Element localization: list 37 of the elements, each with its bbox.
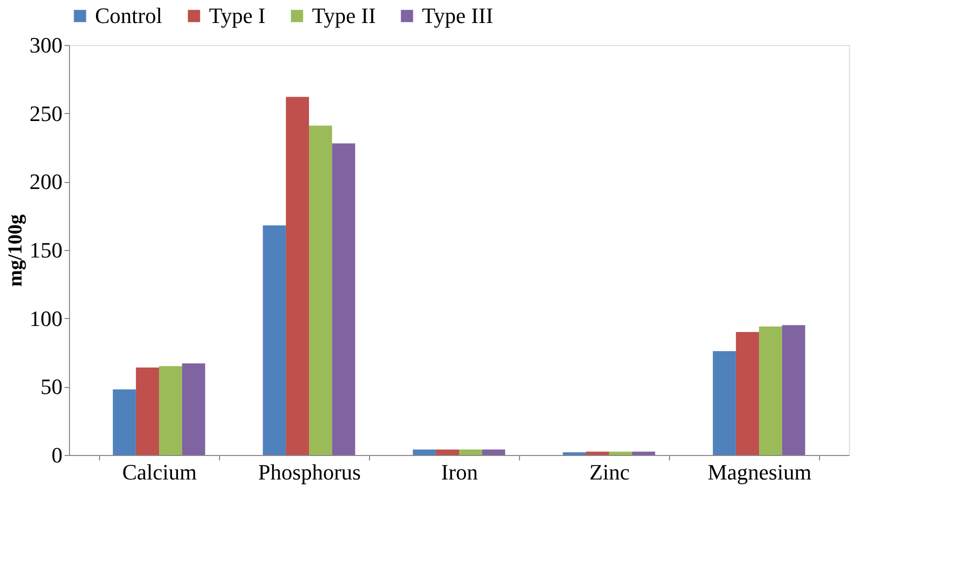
bar bbox=[159, 366, 182, 455]
bar bbox=[436, 450, 459, 455]
bar bbox=[262, 225, 286, 455]
legend-label: Control bbox=[95, 3, 162, 28]
y-tick-label: 300 bbox=[30, 32, 62, 58]
bar bbox=[112, 389, 136, 455]
x-tick-label: Magnesium bbox=[708, 460, 812, 484]
bar bbox=[759, 326, 782, 455]
bar bbox=[182, 363, 206, 455]
bar bbox=[482, 450, 506, 455]
bar bbox=[562, 452, 586, 455]
y-tick-label: 100 bbox=[30, 306, 62, 331]
x-tick-label: Iron bbox=[441, 460, 478, 484]
y-tick-label: 200 bbox=[30, 169, 62, 194]
legend-label: Type III bbox=[422, 3, 494, 28]
y-tick-label: 0 bbox=[52, 442, 62, 468]
bar bbox=[286, 96, 309, 455]
bar bbox=[332, 143, 356, 455]
bar bbox=[609, 452, 632, 455]
x-tick-label: Phosphorus bbox=[258, 460, 361, 484]
bar bbox=[712, 351, 736, 455]
bar bbox=[736, 332, 759, 455]
y-tick-label: 50 bbox=[40, 374, 62, 400]
y-tick-label: 150 bbox=[30, 238, 62, 262]
bar bbox=[412, 450, 436, 455]
x-tick-label: Calcium bbox=[122, 460, 197, 484]
bar bbox=[782, 325, 806, 455]
x-tick-label: Zinc bbox=[589, 460, 630, 484]
bar bbox=[459, 450, 482, 455]
legend-label: Type I bbox=[209, 3, 266, 28]
y-axis-title: mg/100g bbox=[4, 214, 26, 287]
bar bbox=[586, 452, 609, 455]
bar bbox=[632, 452, 656, 455]
legend-label: Type II bbox=[312, 3, 376, 28]
y-tick-label: 250 bbox=[30, 100, 62, 126]
bar bbox=[136, 368, 159, 455]
bar bbox=[309, 126, 332, 455]
